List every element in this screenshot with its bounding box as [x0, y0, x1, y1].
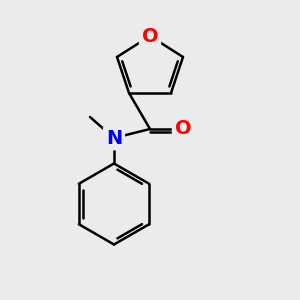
Text: O: O [142, 26, 158, 46]
Text: N: N [106, 128, 122, 148]
Text: O: O [175, 119, 191, 139]
